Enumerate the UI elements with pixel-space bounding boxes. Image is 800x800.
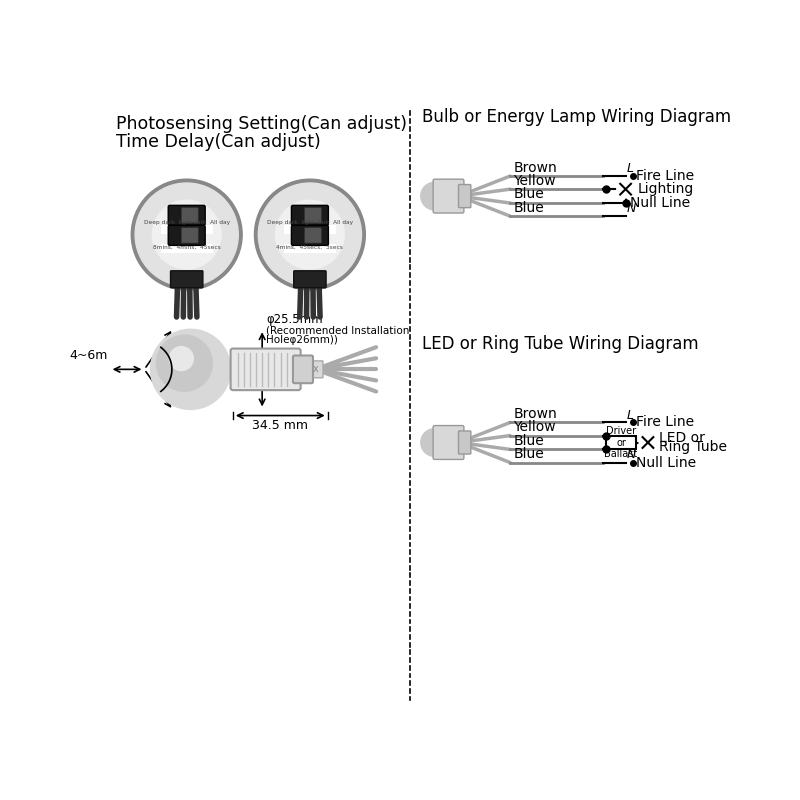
Text: L: L [626,162,634,175]
Text: Null Line: Null Line [636,455,697,470]
Text: Deep dark  light dark  All day: Deep dark light dark All day [144,220,230,226]
Text: Photosensing Setting(Can adjust): Photosensing Setting(Can adjust) [116,115,407,134]
Text: Blue: Blue [513,434,544,448]
Text: x: x [313,364,319,374]
Circle shape [421,429,449,456]
Text: Blue: Blue [513,447,544,461]
Circle shape [258,183,362,286]
Text: Blue: Blue [513,201,544,214]
Circle shape [170,346,194,370]
Circle shape [131,179,242,290]
Text: φ25.5mm: φ25.5mm [266,314,322,326]
Text: Ring Tube: Ring Tube [659,440,727,454]
Text: N: N [626,202,636,214]
Circle shape [617,181,634,198]
Circle shape [150,330,230,410]
FancyBboxPatch shape [305,208,322,223]
FancyBboxPatch shape [309,361,323,378]
Circle shape [152,200,221,269]
Text: Fire Line: Fire Line [636,169,694,183]
FancyBboxPatch shape [293,355,313,383]
Text: Yellow: Yellow [513,420,556,434]
Text: N: N [626,448,636,461]
FancyBboxPatch shape [182,208,198,223]
Text: Yellow: Yellow [513,174,556,188]
FancyBboxPatch shape [182,228,198,243]
Circle shape [275,200,344,269]
FancyBboxPatch shape [458,431,471,454]
Circle shape [421,182,449,210]
Text: Brown: Brown [513,161,557,174]
Text: 4~6m: 4~6m [70,349,108,362]
Text: Lighting: Lighting [637,182,694,196]
Text: 8mins,  4mins,  45secs: 8mins, 4mins, 45secs [153,245,221,250]
FancyBboxPatch shape [161,225,213,234]
Text: LED or Ring Tube Wiring Diagram: LED or Ring Tube Wiring Diagram [422,334,698,353]
FancyBboxPatch shape [230,349,301,390]
Text: L: L [626,409,634,422]
Text: 4mins,  45secs,  3secs: 4mins, 45secs, 3secs [277,245,343,250]
FancyBboxPatch shape [168,206,205,226]
Circle shape [639,434,657,451]
Text: Brown: Brown [513,407,557,421]
FancyBboxPatch shape [458,185,471,208]
Text: Driver
or
Ballast: Driver or Ballast [604,426,638,459]
Circle shape [156,335,213,391]
Text: Null Line: Null Line [630,196,690,210]
Text: LED or: LED or [659,431,706,445]
Text: Fire Line: Fire Line [636,415,694,430]
FancyBboxPatch shape [284,225,336,234]
Text: Time Delay(Can adjust): Time Delay(Can adjust) [116,133,321,151]
FancyBboxPatch shape [170,270,203,288]
FancyBboxPatch shape [161,244,213,253]
FancyBboxPatch shape [291,206,328,226]
Text: 110°: 110° [160,363,190,376]
Text: Blue: Blue [513,187,544,202]
Circle shape [135,183,238,286]
FancyBboxPatch shape [294,270,326,288]
FancyBboxPatch shape [433,426,464,459]
FancyBboxPatch shape [291,226,328,246]
Circle shape [254,179,366,290]
Text: (Recommended Installation: (Recommended Installation [266,326,410,335]
FancyBboxPatch shape [305,228,322,243]
FancyBboxPatch shape [284,244,336,253]
Text: Holeφ26mm)): Holeφ26mm)) [266,334,338,345]
FancyBboxPatch shape [433,179,464,213]
FancyBboxPatch shape [168,226,205,246]
Text: Deep dark  light dark  All day: Deep dark light dark All day [267,220,353,226]
Text: 34.5 mm: 34.5 mm [252,418,308,432]
Text: Bulb or Energy Lamp Wiring Diagram: Bulb or Energy Lamp Wiring Diagram [422,107,730,126]
FancyBboxPatch shape [606,435,636,450]
